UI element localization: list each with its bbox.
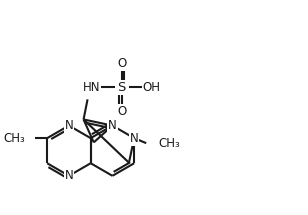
Text: S: S [118,81,126,94]
Text: OH: OH [143,81,161,94]
Text: O: O [117,105,126,118]
Text: O: O [117,57,126,70]
Text: HN: HN [83,81,100,94]
Text: N: N [108,119,117,132]
Text: N: N [65,119,73,132]
Text: CH₃: CH₃ [3,132,25,145]
Text: CH₃: CH₃ [158,137,180,150]
Text: N: N [130,132,139,145]
Text: N: N [65,169,73,182]
